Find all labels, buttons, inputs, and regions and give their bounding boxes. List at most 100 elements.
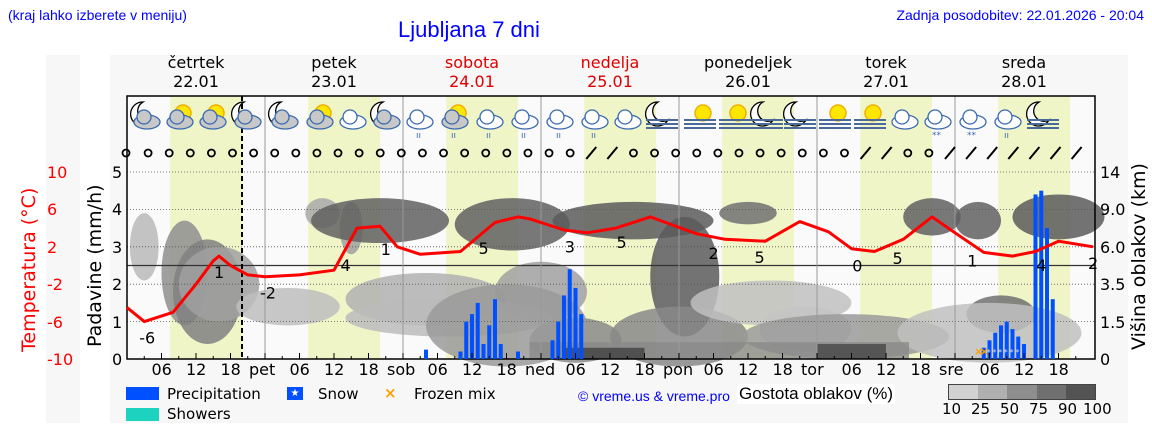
- fog-sun-icon: [719, 104, 751, 129]
- day-header-4: ponedeljek 26.01: [679, 53, 817, 91]
- svg-text:*: *: [1015, 348, 1019, 357]
- calm-wind-icon: [713, 148, 723, 158]
- temperature-label: 5: [755, 248, 765, 267]
- day-name: četrtek: [167, 53, 225, 72]
- cloud-height-axis-label: Višina oblakov (km): [1128, 163, 1150, 350]
- rain-icon: ıı: [406, 109, 434, 141]
- calm-wind-icon: [291, 148, 301, 158]
- calm-wind-icon: [523, 148, 533, 158]
- hour-label: 06: [427, 360, 448, 379]
- calm-wind-icon: [185, 148, 195, 158]
- hour-label: 12: [600, 360, 621, 379]
- calm-wind-icon: [755, 148, 765, 158]
- svg-text:**: **: [932, 131, 942, 141]
- precipitation-bars: ××* * * * * *: [424, 190, 1055, 359]
- day-short-label: sob: [387, 360, 416, 379]
- day-date: 25.01: [587, 72, 633, 91]
- day-date: 26.01: [725, 72, 771, 91]
- precip-tick: 2: [112, 275, 123, 295]
- calm-wind-icon: [312, 148, 322, 158]
- svg-text:ıı: ıı: [486, 131, 491, 141]
- wind-barb-icon: [1070, 146, 1083, 160]
- sun-cloud-icon: [306, 104, 334, 130]
- hour-label: 18: [634, 360, 655, 379]
- precipitation-axis-label: Padavine (mm/h): [84, 184, 106, 347]
- temp-tick: 10: [47, 163, 68, 182]
- temperature-label: -6: [139, 329, 155, 348]
- temperature-line: -6 1 -2 4 1 5 3 5 2 5 0 5 1 4 2: [126, 215, 1098, 348]
- calm-wind-icon: [650, 148, 659, 158]
- day-date: 28.01: [1001, 72, 1047, 91]
- hour-label: 18: [358, 360, 379, 379]
- temp-axis-panel: [46, 55, 80, 423]
- density-tick: 75: [1029, 400, 1049, 418]
- density-tick: 50: [1000, 400, 1020, 418]
- cloud-height-tick: 1.5: [1100, 312, 1126, 332]
- calm-wind-icon: [121, 148, 131, 158]
- temp-tick: -2: [47, 275, 63, 295]
- wind-row: [121, 146, 1083, 160]
- rain-icon: ıı: [994, 109, 1022, 141]
- svg-text:*: *: [998, 348, 1002, 357]
- moon-cloud-icon: [129, 101, 161, 130]
- calm-wind-icon: [207, 148, 216, 158]
- temp-tick: 6: [47, 200, 58, 220]
- density-tick: 90: [1058, 400, 1078, 418]
- temperature-label: 4: [1036, 256, 1046, 275]
- day-name: sobota: [444, 53, 500, 72]
- wind-barb-icon: [859, 146, 872, 160]
- rain-icon: ıı: [476, 109, 504, 141]
- hour-label: 12: [324, 360, 345, 379]
- hour-label: 12: [462, 360, 483, 379]
- hour-label: 18: [910, 360, 931, 379]
- legend-frozen-mix: Frozen mix: [414, 385, 496, 403]
- hour-label: 12: [738, 360, 759, 379]
- temperature-label: 1: [214, 263, 224, 282]
- cloud-height-tick: 14: [1100, 163, 1121, 182]
- copyright-link[interactable]: © vreme.us & vreme.pro: [578, 388, 730, 404]
- svg-text:*: *: [1010, 348, 1014, 357]
- day-name: ponedeljek: [704, 53, 792, 72]
- wind-barb-icon: [880, 146, 893, 160]
- temperature-label: 5: [479, 239, 489, 258]
- calm-wind-icon: [460, 148, 470, 158]
- cloud-icon: [339, 109, 367, 130]
- showers-swatch: [126, 408, 159, 421]
- svg-text:*: *: [987, 348, 991, 357]
- day-short-label: tor: [801, 360, 824, 379]
- svg-text:×: ×: [974, 345, 983, 358]
- calm-wind-icon: [797, 148, 807, 158]
- hour-label: 12: [1014, 360, 1035, 379]
- svg-text:ıı: ıı: [591, 131, 596, 141]
- temperature-label: 5: [617, 233, 627, 252]
- calm-wind-icon: [249, 148, 259, 158]
- wind-barb-icon: [944, 146, 956, 160]
- hour-label: 06: [703, 360, 724, 379]
- precip-tick: 0: [112, 350, 123, 369]
- fog-sun-icon: [854, 104, 886, 129]
- calm-wind-icon: [164, 148, 174, 158]
- calm-wind-icon: [418, 148, 427, 158]
- day-short-label: ned: [525, 360, 556, 379]
- svg-text:*: *: [992, 348, 996, 357]
- calm-wind-icon: [734, 148, 744, 158]
- cloud-height-tick: 6.0: [1100, 237, 1126, 257]
- calm-wind-icon: [840, 148, 849, 158]
- cloud-height-tick: 3.5: [1100, 275, 1126, 295]
- day-name: petek: [311, 53, 357, 72]
- calm-wind-icon: [502, 148, 512, 158]
- svg-text:**: **: [967, 131, 977, 141]
- temp-tick: -6: [47, 312, 63, 332]
- hour-label: 18: [1048, 360, 1069, 379]
- cloud-icon: [891, 109, 919, 130]
- frozen-mix-icon: ×: [384, 384, 397, 402]
- temperature-label: 2: [709, 244, 719, 263]
- temperature-label: 1: [381, 240, 391, 259]
- day-header-1: petek 23.01: [265, 53, 403, 91]
- calm-wind-icon: [544, 148, 554, 158]
- fog-moon-icon: [749, 101, 783, 129]
- fog-moon-icon: [1025, 101, 1059, 129]
- temperature-label: 4: [341, 256, 351, 275]
- day-short-label: sre: [939, 360, 964, 379]
- precip-tick: 4: [112, 200, 123, 220]
